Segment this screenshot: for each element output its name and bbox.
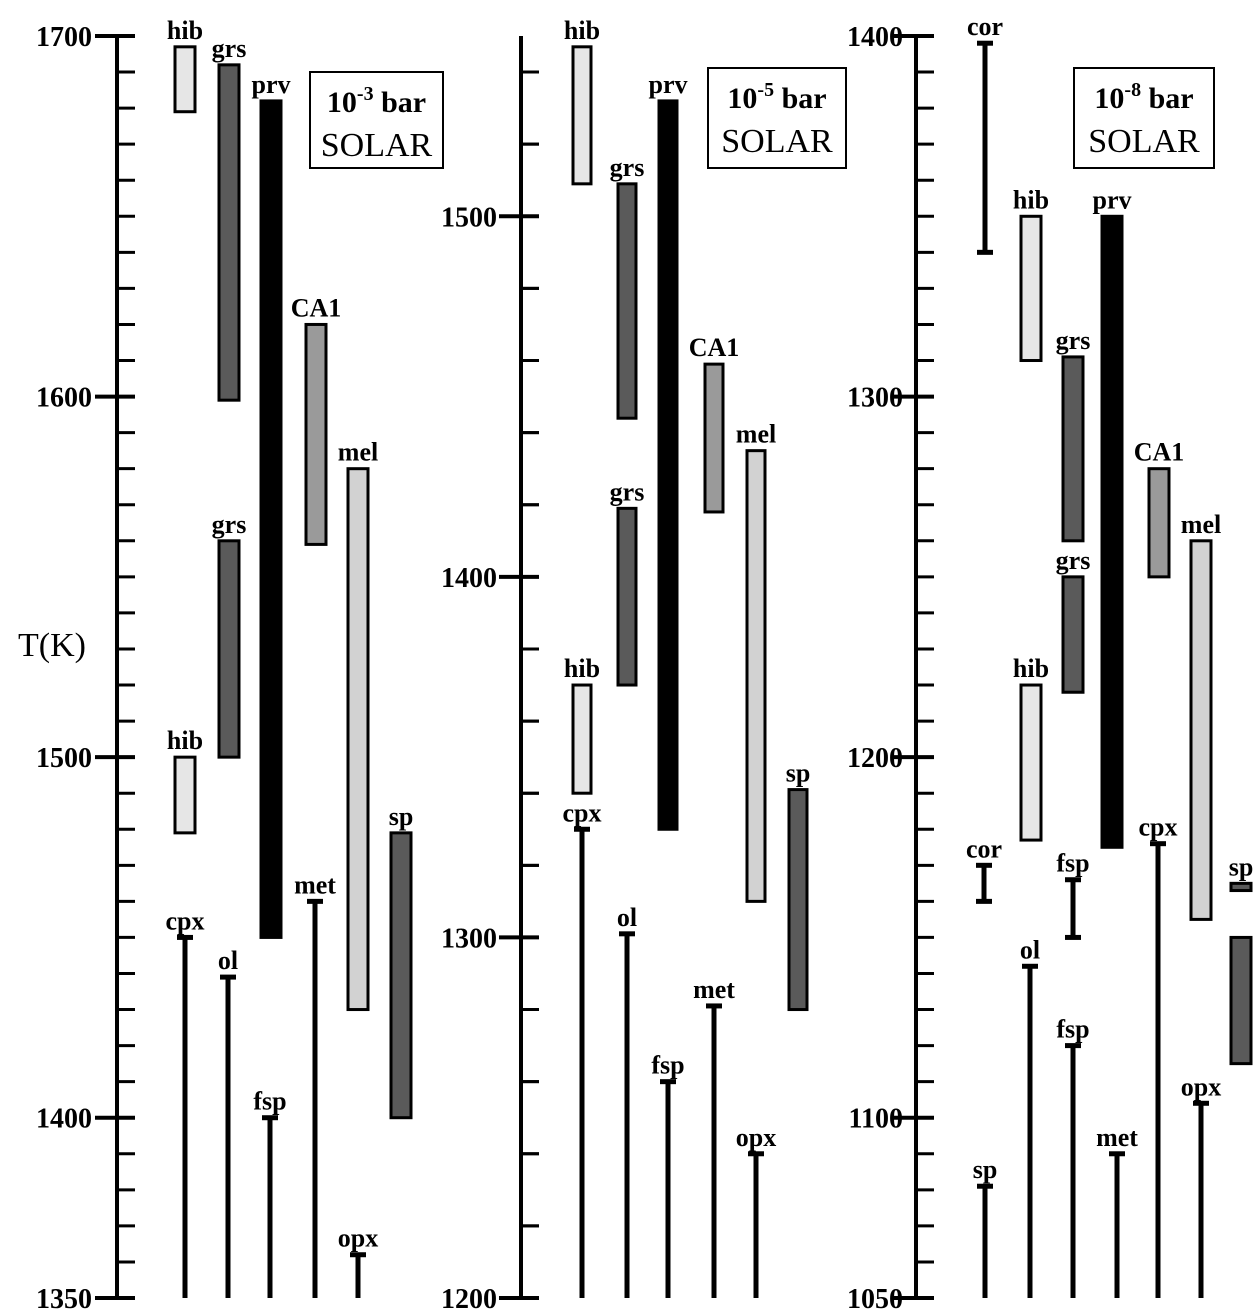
y-axis-label: T(K) (18, 627, 86, 664)
tick-label-1300: 1300 (441, 923, 497, 954)
hib-bar (571, 45, 593, 186)
pressure-label: 10-3 bar (327, 83, 426, 119)
phase-label-cpx: cpx (166, 906, 205, 935)
grs-bar (616, 182, 638, 420)
phase-label-mel: mel (338, 438, 378, 467)
phase-label-cpx: cpx (1139, 813, 1178, 842)
pressure-label: 10-8 bar (1094, 79, 1193, 115)
sp-bar (1229, 881, 1253, 893)
tick-label-1300: 1300 (847, 383, 903, 414)
phase-label-fsp: fsp (253, 1087, 286, 1116)
hib-bar (1019, 683, 1043, 842)
condition-box-left (309, 71, 444, 169)
grs-bar (217, 539, 241, 759)
prv-bar (657, 99, 679, 831)
phase-label-sp: sp (389, 802, 414, 831)
phase-label-prv: prv (1093, 185, 1132, 214)
prv-bar (259, 99, 283, 939)
phase-label-hib: hib (1013, 185, 1049, 214)
sp-bar (389, 831, 413, 1120)
phase-label-fsp: fsp (1056, 849, 1089, 878)
phase-label-sp: sp (786, 759, 811, 788)
phase-label-CA1: CA1 (689, 333, 740, 362)
tick-label-1400: 1400 (441, 563, 497, 594)
phase-label-cor: cor (966, 834, 1002, 863)
phase-label-hib: hib (564, 654, 600, 683)
phase-label-opx: opx (1181, 1072, 1221, 1101)
tick-label-1350: 1350 (36, 1284, 92, 1315)
mel-bar (1189, 539, 1213, 921)
phase-label-mel: mel (736, 420, 776, 449)
phase-label-met: met (294, 870, 336, 899)
phase-label-ol: ol (1020, 935, 1040, 964)
hib-bar (1019, 214, 1043, 363)
CA1-bar (1147, 467, 1171, 579)
tick-label-1200: 1200 (847, 743, 903, 774)
phase-label-mel: mel (1181, 510, 1221, 539)
phase-label-prv: prv (649, 70, 688, 99)
composition-label: SOLAR (321, 127, 433, 164)
tick-label-1050: 1050 (847, 1284, 903, 1315)
phase-label-grs: grs (1056, 326, 1091, 355)
grs-bar (1061, 355, 1085, 543)
tick-label-1500: 1500 (441, 202, 497, 233)
hib-bar (173, 755, 197, 835)
condition-box-middle (707, 67, 847, 169)
phase-label-grs: grs (610, 153, 645, 182)
phase-label-hib: hib (1013, 654, 1049, 683)
phase-label-grs: grs (1056, 546, 1091, 575)
phase-label-grs: grs (212, 510, 247, 539)
sp-bar (787, 788, 809, 1012)
phase-label-sp: sp (973, 1155, 998, 1184)
phase-label-opx: opx (736, 1123, 776, 1152)
unlabeled-bar (1229, 935, 1253, 1066)
CA1-bar (304, 322, 328, 546)
phase-label-grs: grs (610, 477, 645, 506)
phase-label-sp: sp (1229, 852, 1254, 881)
phase-label-grs: grs (212, 34, 247, 63)
phase-label-cpx: cpx (563, 798, 602, 827)
tick-label-1400: 1400 (36, 1104, 92, 1135)
prv-bar (1100, 214, 1124, 849)
phase-label-ol: ol (218, 946, 238, 975)
tick-label-1400: 1400 (847, 22, 903, 53)
mel-bar (745, 449, 767, 903)
phase-label-fsp: fsp (1056, 1015, 1089, 1044)
condition-box-right (1073, 67, 1215, 169)
tick-label-1100: 1100 (849, 1104, 903, 1135)
hib-bar (173, 45, 197, 114)
phase-label-prv: prv (252, 70, 291, 99)
CA1-bar (703, 362, 725, 514)
composition-label: SOLAR (1088, 123, 1200, 160)
phase-label-CA1: CA1 (1134, 438, 1185, 467)
phase-label-hib: hib (167, 16, 203, 45)
phase-label-cor: cor (967, 12, 1003, 41)
composition-label: SOLAR (721, 123, 833, 160)
pressure-label: 10-5 bar (727, 79, 826, 115)
grs-bar (616, 506, 638, 687)
phase-label-hib: hib (167, 726, 203, 755)
phase-label-ol: ol (617, 903, 637, 932)
grs-bar (217, 63, 241, 402)
tick-label-1200: 1200 (441, 1284, 497, 1315)
phase-label-met: met (693, 975, 735, 1004)
phase-label-CA1: CA1 (291, 293, 342, 322)
grs-bar (1061, 575, 1085, 694)
tick-label-1700: 1700 (36, 22, 92, 53)
mel-bar (346, 467, 370, 1012)
hib-bar (571, 683, 593, 795)
phase-label-opx: opx (338, 1224, 378, 1253)
tick-label-1500: 1500 (36, 743, 92, 774)
phase-label-fsp: fsp (651, 1051, 684, 1080)
phase-label-met: met (1096, 1123, 1138, 1152)
tick-label-1600: 1600 (36, 383, 92, 414)
phase-label-hib: hib (564, 16, 600, 45)
